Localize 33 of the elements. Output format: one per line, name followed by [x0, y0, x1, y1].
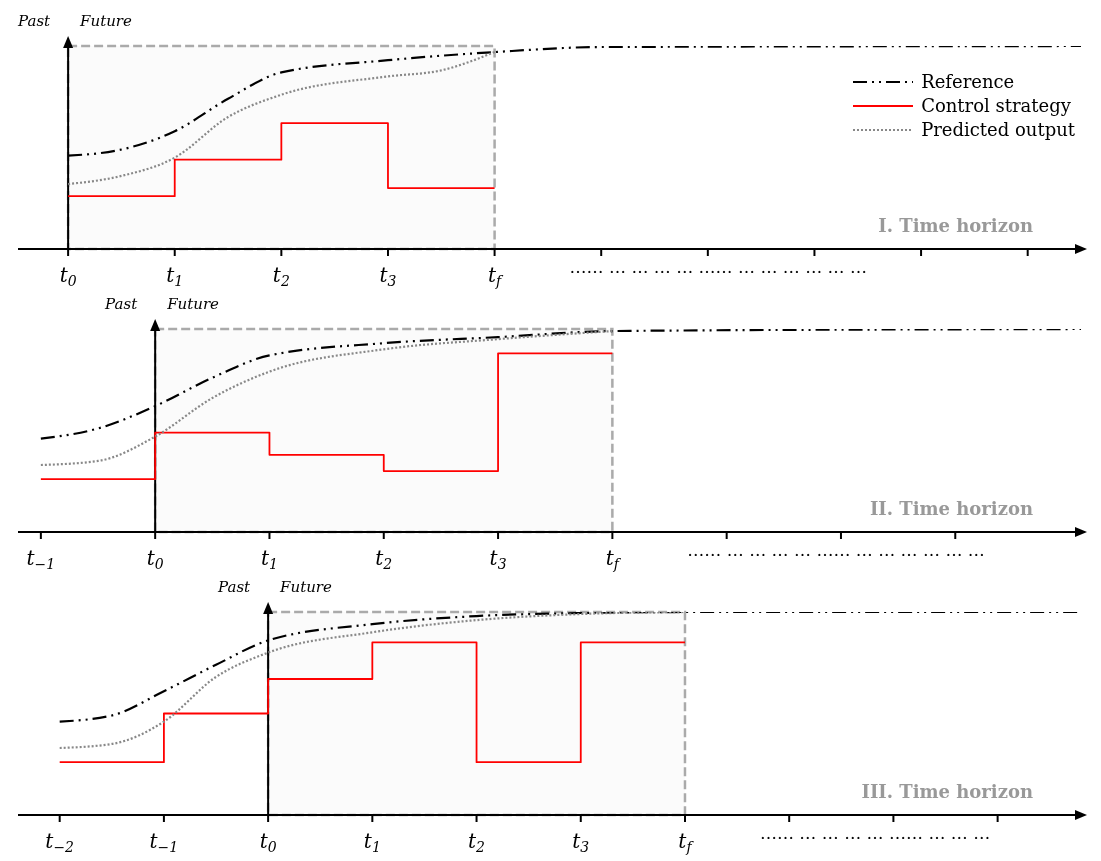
- x-tick-label: t$_{1}$: [363, 829, 381, 856]
- x-tick-label: t$_{1}$: [166, 263, 184, 290]
- annotation: III. Time horizon: [861, 781, 1033, 802]
- annotation: II. Time horizon: [869, 498, 1033, 519]
- text: …… … … … … …… … … … … … …: [569, 257, 868, 277]
- x-tick-label: t$_{−1}$: [149, 829, 179, 856]
- text: …… … … … … …… … … … … … …: [687, 540, 985, 560]
- x-tick-label: t$_{2}$: [468, 829, 486, 856]
- x-tick-label: t$_{0}$: [59, 263, 77, 290]
- x-tick-label: t$_{2}$: [375, 546, 393, 573]
- legend-label: Predicted output: [921, 118, 1075, 142]
- x-tick-label: t$_{0}$: [259, 829, 277, 856]
- x-tick-label: t$_{2}$: [272, 263, 290, 290]
- annotation: I. Time horizon: [878, 215, 1033, 236]
- text: Future: [80, 12, 132, 30]
- x-tick-label: t$_{3}$: [572, 829, 590, 856]
- x-tick-label: t$_{3}$: [489, 546, 507, 573]
- x-tick-label: t$_{f}$: [605, 546, 622, 573]
- x-tick-label: t$_{f}$: [678, 829, 695, 856]
- text: Future: [167, 295, 219, 313]
- x-tick-label: t$_{3}$: [379, 263, 397, 290]
- x-tick-label: t$_{1}$: [260, 546, 278, 573]
- text: Past: [218, 578, 251, 596]
- legend-label: Reference: [921, 70, 1015, 94]
- x-tick-label: t$_{f}$: [487, 263, 505, 290]
- text: …… … … … … …… … … …: [759, 823, 991, 843]
- text: Past: [18, 12, 51, 30]
- x-tick-label: t$_{−1}$: [26, 546, 56, 573]
- text: Future: [280, 578, 332, 596]
- legend-label: Control strategy: [921, 94, 1071, 118]
- text: Past: [105, 295, 138, 313]
- x-tick-label: t$_{0}$: [146, 546, 164, 573]
- x-tick-label: t$_{−2}$: [45, 829, 75, 856]
